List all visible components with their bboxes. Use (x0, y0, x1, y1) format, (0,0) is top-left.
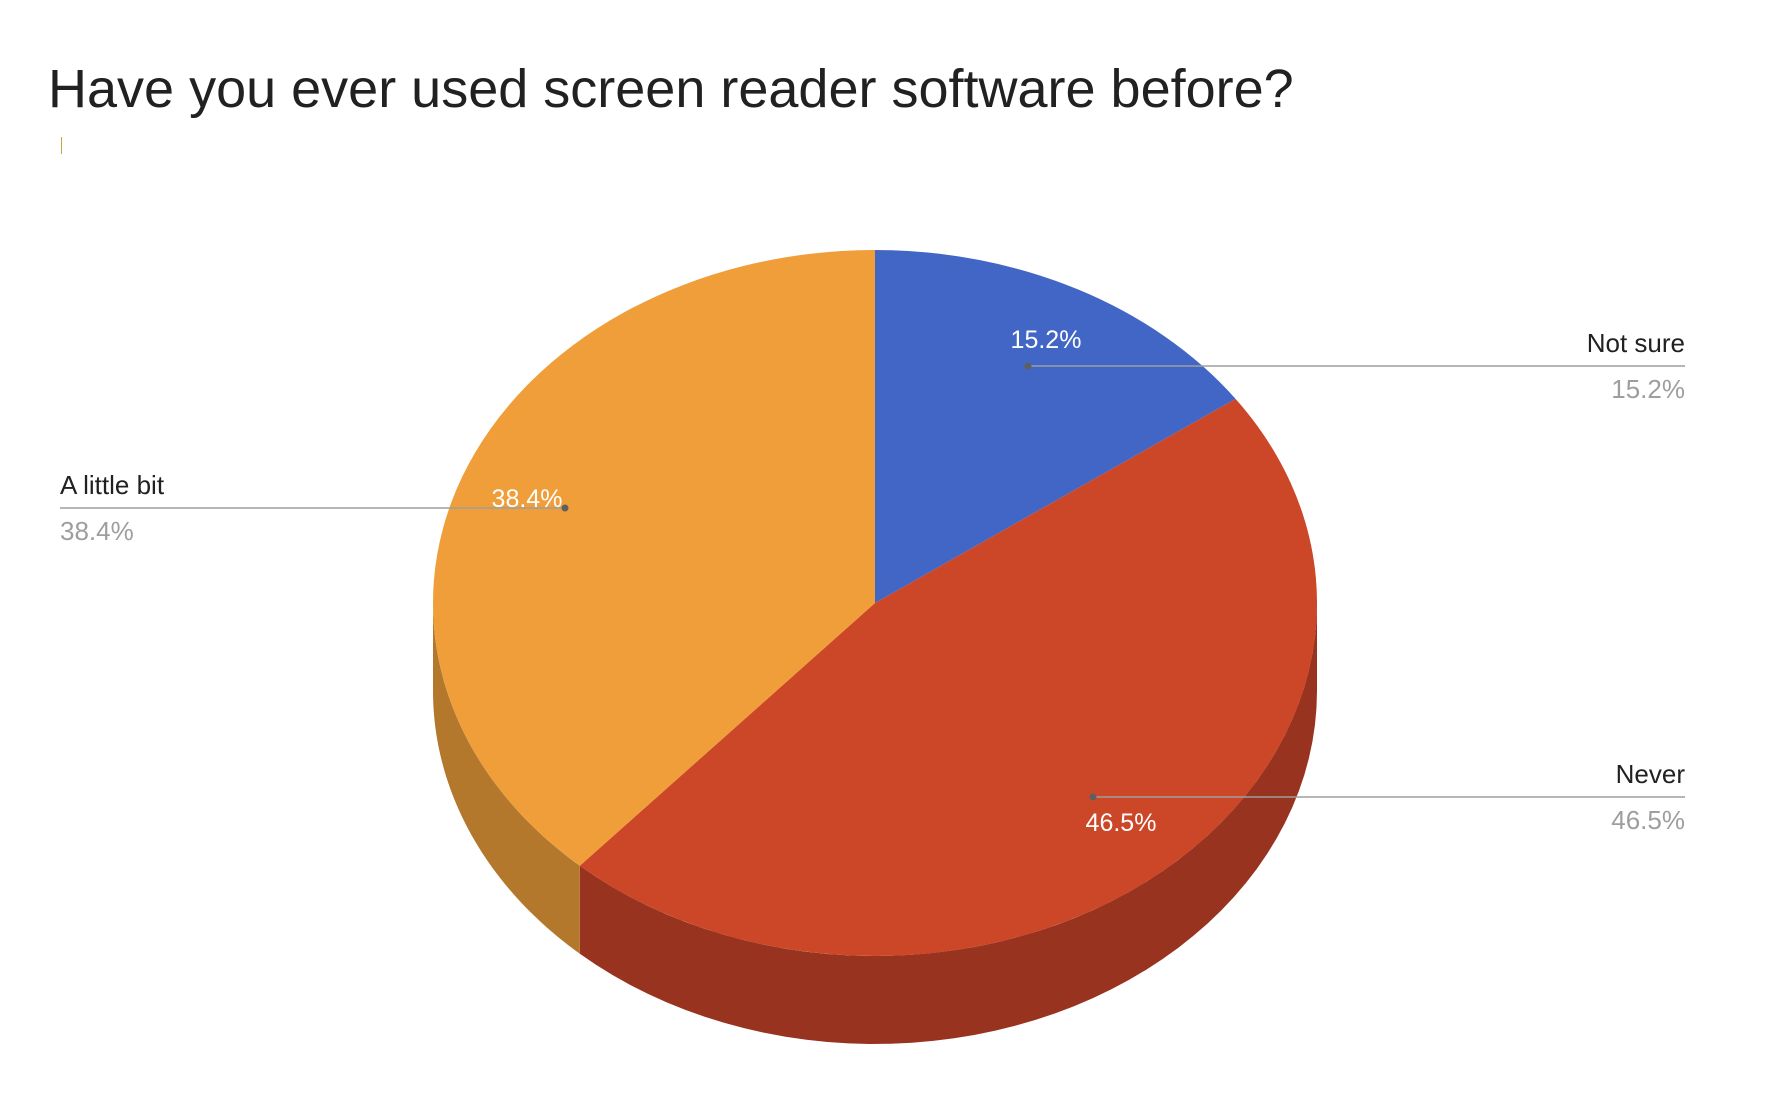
outer-value-label-a-little-bit: 38.4% (60, 516, 134, 546)
outer-name-label-a-little-bit: A little bit (60, 470, 165, 500)
outer-name-label-never: Never (1616, 759, 1686, 789)
leader-dot-not-sure (1024, 362, 1032, 370)
inner-value-label-never: 46.5% (1086, 809, 1157, 837)
outer-value-label-not-sure: 15.2% (1611, 374, 1685, 404)
chart-title: Have you ever used screen reader softwar… (48, 59, 1294, 119)
leader-dot-a-little-bit (561, 504, 569, 512)
pie-side-never (579, 603, 1317, 1044)
pie-slice-never[interactable] (579, 398, 1318, 957)
pie-slice-a-little-bit[interactable] (433, 249, 875, 866)
leader-lines (60, 362, 1685, 801)
pie-slices (433, 249, 1318, 957)
pie-slice-not-sure[interactable] (875, 249, 1236, 603)
pie-side-a-little-bit (433, 603, 580, 954)
outer-name-label-not-sure: Not sure (1587, 328, 1685, 358)
title-underline-mark (61, 137, 62, 154)
outer-value-label-never: 46.5% (1611, 805, 1685, 835)
slice-labels: 15.2% Not sure 15.2% 46.5% Never 46.5% 38.4% A … (60, 326, 1685, 837)
inner-value-label-not-sure: 15.2% (1011, 326, 1082, 354)
inner-value-label-a-little-bit: 38.4% (492, 485, 563, 513)
pie-sides (433, 603, 1317, 1044)
leader-dot-never (1089, 793, 1097, 801)
